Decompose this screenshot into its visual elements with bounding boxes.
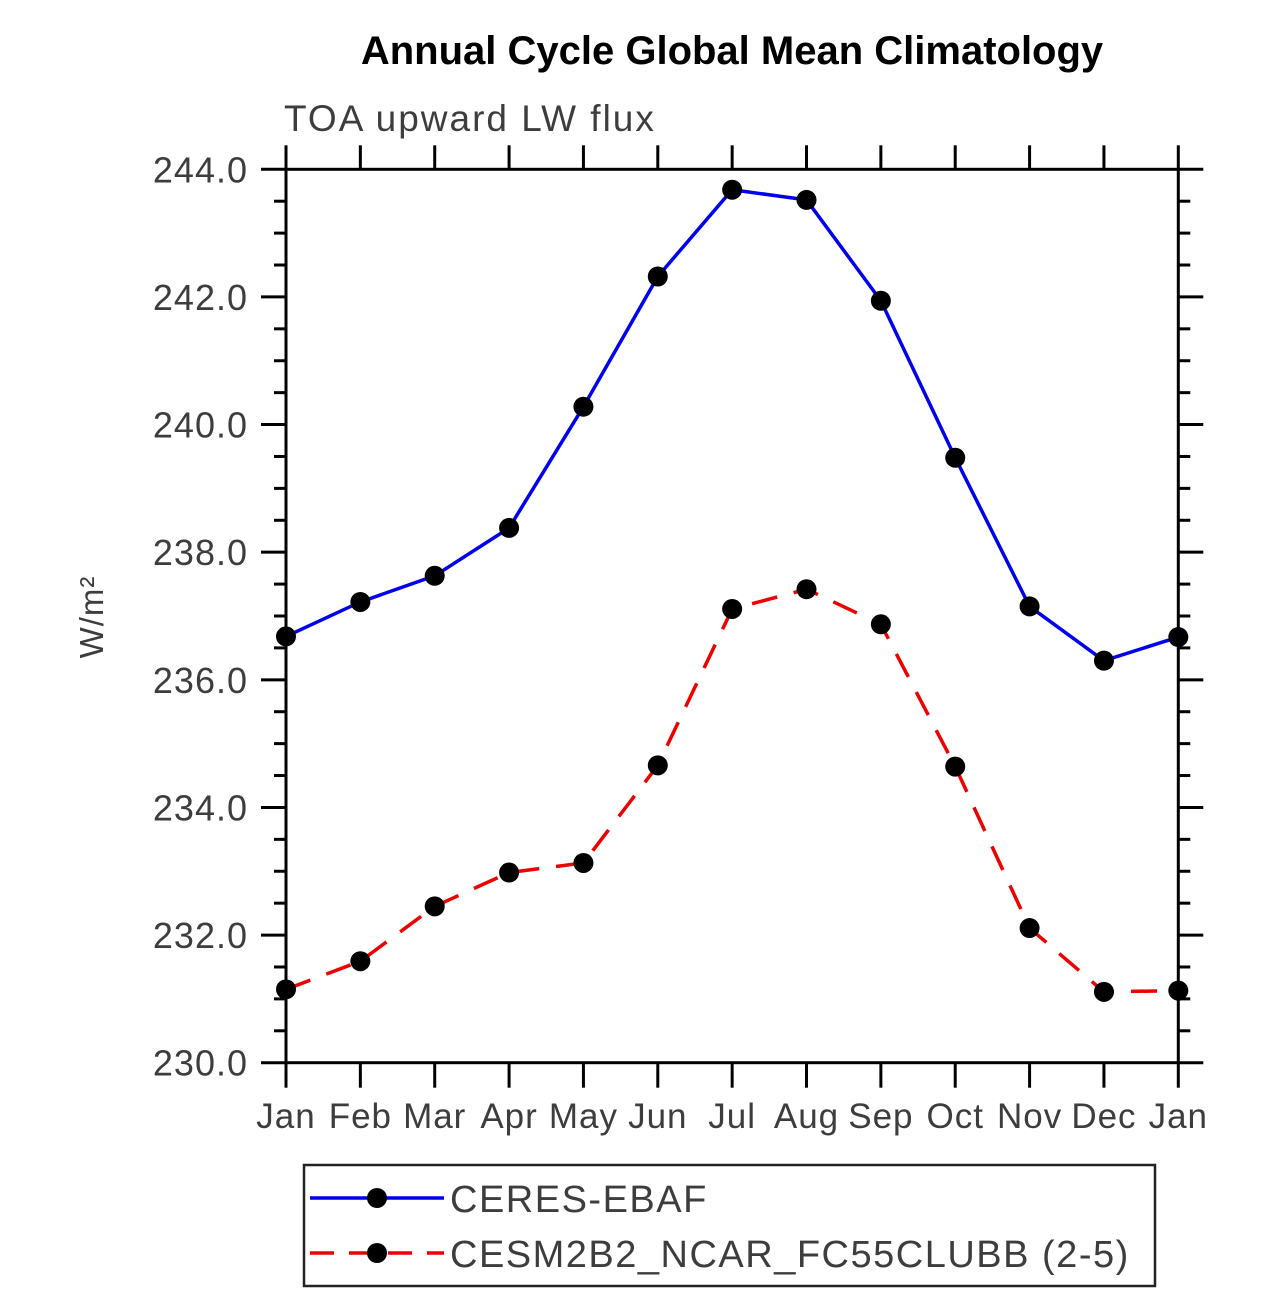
data-point [796,579,817,600]
legend-label-ceres-ebaf: CERES-EBAF [450,1179,708,1221]
legend: CERES-EBAF CESM2B2_NCAR_FC55CLUBB (2-5) [302,1163,1157,1288]
data-point [870,614,891,635]
y-tick-label: 242.0 [153,277,248,318]
x-tick-label: May [549,1097,618,1136]
x-tick-label: Apr [480,1097,537,1136]
data-point [276,979,296,1000]
data-point [499,862,520,883]
chart-title: Annual Cycle Global Mean Climatology [361,29,1104,73]
y-tick-label: 234.0 [153,787,248,828]
x-tick-label: Jan [256,1097,315,1136]
x-tick-label: Nov [997,1097,1062,1136]
data-point [1093,981,1114,1002]
data-point [722,179,743,200]
data-point [350,591,371,612]
data-point [1019,596,1040,617]
series-line-cesm2b2-ncar-fc55clubb-2-5- [285,587,1179,994]
x-tick-label: Mar [403,1097,466,1136]
y-tick-label: 232.0 [153,915,248,956]
data-point [350,951,371,972]
y-tick-label: 236.0 [153,660,248,701]
data-point [573,396,594,417]
legend-samples [310,1188,444,1263]
x-tick-label: Jul [708,1097,756,1136]
legend-label-cesm2b2: CESM2B2_NCAR_FC55CLUBB (2-5) [450,1234,1130,1276]
x-tick-label: Sep [848,1097,913,1136]
axis-ticks: 230.0 232.0 234.0 236.0 238.0 240.0 242.0 244.0… [153,145,1208,1136]
data-point [1168,980,1189,1001]
x-tick-label: Jun [628,1097,687,1136]
data-point [424,565,445,586]
data-point [1168,627,1189,648]
data-point [499,517,520,538]
y-tick-label: 244.0 [153,149,248,190]
plot-area [276,179,1189,1002]
x-tick-label: Aug [774,1097,839,1136]
y-tick-label: 238.0 [153,532,248,573]
x-tick-label: Feb [329,1097,392,1136]
legend-sample-marker [367,1188,387,1208]
legend-box [302,1163,1157,1288]
data-point [424,896,445,917]
data-point [945,756,966,777]
y-axis-label: W/m² [73,576,110,659]
data-point [722,598,743,619]
series-line-ceres-ebaf [285,187,1179,663]
chart-subtitle: TOA upward LW flux [284,98,656,139]
y-tick-label: 230.0 [153,1043,248,1084]
plot-frame [284,167,1180,1065]
x-tick-label: Dec [1071,1097,1136,1136]
x-tick-label: Jan [1149,1097,1208,1136]
data-point [796,189,817,210]
data-point [647,755,668,776]
legend-sample-marker [367,1243,387,1263]
data-point [1093,650,1114,671]
y-tick-label: 240.0 [153,405,248,446]
data-point [647,266,668,287]
data-point [573,852,594,873]
x-tick-label: Oct [926,1097,983,1136]
data-point [276,626,296,647]
data-point [870,290,891,311]
data-point [945,447,966,468]
data-point [1019,918,1040,939]
